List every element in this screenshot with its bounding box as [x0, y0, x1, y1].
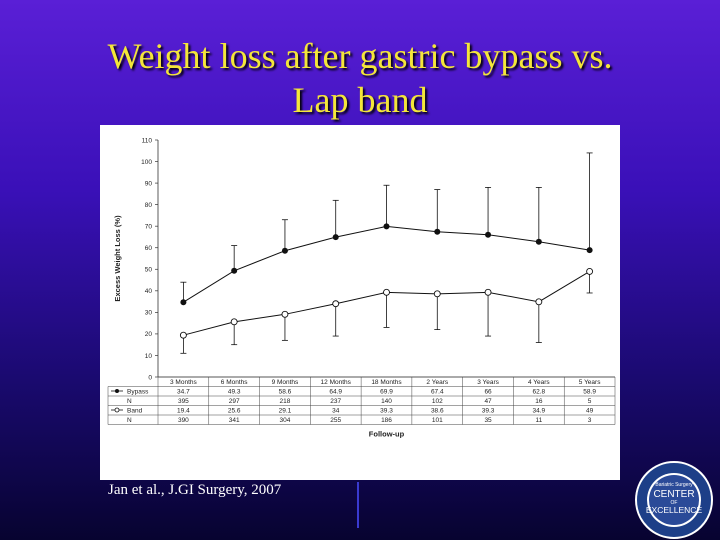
category-label-8: 5 Years — [579, 379, 601, 386]
citation: Jan et al., J.GI Surgery, 2007 — [108, 482, 282, 498]
category-label-6: 3 Years — [477, 379, 499, 386]
x-axis-label: Follow-up — [369, 430, 405, 439]
table-bypass-value-3: 64.9 — [329, 389, 342, 396]
slide-title-line-1: Weight loss after gastric bypass vs. — [107, 36, 613, 76]
table-band-value-8: 49 — [586, 408, 594, 415]
table-bypass-n-0: 395 — [178, 398, 189, 405]
table-band-n-2: 304 — [280, 417, 291, 424]
table-band-n-5: 101 — [432, 417, 443, 424]
band-point-2 — [281, 310, 289, 318]
band-point-0 — [179, 331, 187, 339]
table-bypass-n-7: 16 — [535, 398, 543, 405]
table-band-n-6: 35 — [484, 417, 492, 424]
slide-title-line-2: Lap band — [292, 80, 428, 120]
legend-band-marker — [114, 407, 120, 413]
bypass-point-4 — [383, 223, 390, 230]
y-tick-label-3: 30 — [145, 310, 153, 317]
chart-panel: 0 10 20 30 40 50 60 70 80 90 100 110 Excess Weight L… — [100, 125, 620, 480]
table-bypass-value-1: 49.3 — [228, 389, 241, 396]
table-band-value-4: 39.3 — [380, 408, 393, 415]
table-bypass-value-0: 34.7 — [177, 389, 190, 396]
table-bypass-value-6: 66 — [484, 389, 492, 396]
bypass-point-6 — [485, 231, 492, 238]
seal-word-center: CENTER — [653, 489, 694, 500]
y-axis-label: Excess Weight Loss (%) — [113, 215, 122, 302]
category-label-1: 6 Months — [221, 379, 248, 386]
y-tick-label-11: 110 — [142, 137, 153, 144]
table-row-label-band-n: N — [127, 417, 132, 424]
y-tick-label-4: 40 — [145, 288, 153, 295]
table-bypass-value-2: 58.6 — [279, 389, 292, 396]
y-tick-label-10: 100 — [141, 159, 152, 166]
table-band-n-3: 255 — [330, 417, 341, 424]
weight-loss-chart: 0 10 20 30 40 50 60 70 80 90 100 110 Excess Weight L… — [107, 137, 616, 439]
table-band-value-2: 29.1 — [279, 408, 292, 415]
table-band-value-0: 19.4 — [177, 408, 190, 415]
seal-text-top: Bariatric Surgery — [655, 482, 693, 488]
table-band-value-6: 39.3 — [482, 408, 495, 415]
y-tick-label-6: 60 — [145, 245, 153, 252]
band-point-8 — [586, 267, 594, 275]
table-band-n-8: 3 — [588, 417, 592, 424]
table-band-n-4: 186 — [381, 417, 392, 424]
category-label-2: 9 Months — [272, 379, 299, 386]
band-point-7 — [535, 298, 543, 306]
table-band-value-7: 34.9 — [533, 408, 546, 415]
table-bypass-value-4: 69.9 — [380, 389, 393, 396]
category-label-4: 18 Months — [371, 379, 402, 386]
table-bypass-n-3: 237 — [330, 398, 341, 405]
band-point-3 — [332, 300, 340, 308]
table-bypass-n-5: 102 — [432, 398, 443, 405]
table-row-label-band: Band — [127, 408, 143, 415]
bypass-point-2 — [281, 247, 288, 254]
table-bypass-n-2: 218 — [280, 398, 291, 405]
category-label-3: 12 Months — [321, 379, 352, 386]
y-tick-label-2: 20 — [145, 331, 153, 338]
band-point-4 — [383, 288, 390, 296]
bypass-point-3 — [332, 234, 339, 241]
y-tick-label-5: 50 — [145, 267, 153, 274]
table-bypass-value-8: 58.9 — [583, 389, 596, 396]
bypass-point-8 — [586, 247, 593, 254]
table-band-n-1: 341 — [229, 417, 240, 424]
table-row-label-bypass-n: N — [127, 398, 132, 405]
table-row-label-bypass: Bypass — [127, 389, 149, 396]
slide-title: Weight loss after gastric bypass vs. Lap… — [0, 34, 720, 122]
table-bypass-value-5: 67.4 — [431, 389, 444, 396]
legend-bypass-marker — [115, 389, 119, 393]
table-bypass-n-6: 47 — [484, 398, 492, 405]
seal-word-excellence: EXCELLENCE — [646, 505, 703, 515]
y-tick-label-7: 70 — [145, 223, 153, 230]
table-bypass-n-1: 297 — [229, 398, 240, 405]
category-label-0: 3 Months — [170, 379, 197, 386]
bypass-point-5 — [434, 228, 441, 235]
table-band-value-3: 34 — [332, 408, 340, 415]
table-band-n-0: 390 — [178, 417, 189, 424]
divider-line — [357, 482, 359, 528]
table-band-value-5: 38.6 — [431, 408, 444, 415]
table-band-value-1: 25.6 — [228, 408, 241, 415]
y-tick-label-0: 0 — [148, 374, 152, 381]
y-tick-label-1: 10 — [145, 353, 153, 360]
table-bypass-n-4: 140 — [381, 398, 392, 405]
y-tick-label-8: 80 — [145, 202, 153, 209]
bypass-point-1 — [231, 267, 238, 274]
table-band-n-7: 11 — [535, 417, 542, 424]
center-of-excellence-seal: Bariatric Surgery CENTER OF EXCELLENCE — [635, 461, 713, 539]
y-tick-label-9: 90 — [145, 180, 153, 187]
band-point-5 — [433, 290, 441, 298]
table-bypass-value-7: 62.8 — [533, 389, 546, 396]
bypass-point-7 — [535, 238, 542, 245]
seal-word-of: OF — [671, 500, 678, 506]
band-point-6 — [484, 288, 492, 296]
bypass-point-0 — [180, 299, 187, 306]
category-label-7: 4 Years — [528, 379, 550, 386]
table-bypass-n-8: 5 — [588, 398, 592, 405]
band-point-1 — [230, 318, 238, 326]
category-label-5: 2 Years — [426, 379, 448, 386]
